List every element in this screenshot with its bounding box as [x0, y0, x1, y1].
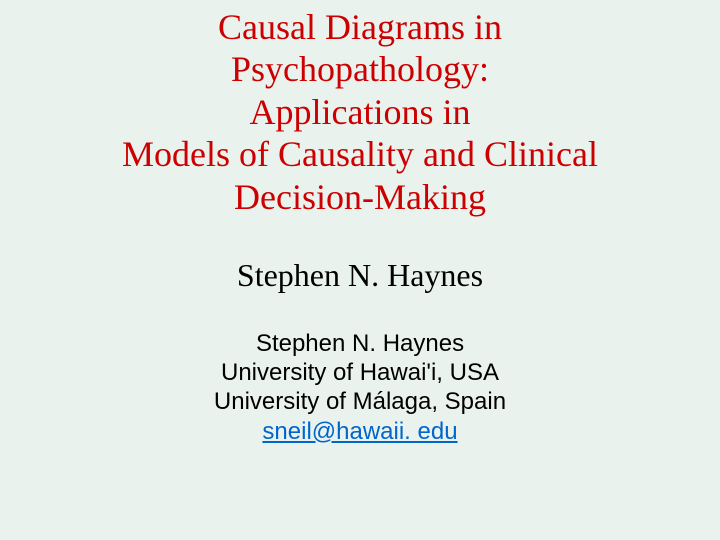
- title-line-2: Psychopathology:: [231, 49, 489, 89]
- slide-title: Causal Diagrams in Psychopathology: Appl…: [0, 6, 720, 218]
- author-name-large: Stephen N. Haynes: [0, 256, 720, 294]
- affiliation-name: Stephen N. Haynes: [256, 330, 464, 357]
- title-line-3: Applications in: [250, 92, 471, 132]
- affiliation-line-2: University of Málaga, Spain: [214, 388, 506, 415]
- affiliation-line-1: University of Hawai'i, USA: [221, 359, 499, 386]
- title-line-1: Causal Diagrams in: [218, 7, 502, 47]
- affiliation-block: Stephen N. Haynes University of Hawai'i,…: [0, 329, 720, 446]
- title-line-5: Decision-Making: [234, 177, 486, 217]
- title-slide: Causal Diagrams in Psychopathology: Appl…: [0, 0, 720, 540]
- author-email-link[interactable]: sneil@hawaii. edu: [262, 418, 457, 445]
- title-line-4: Models of Causality and Clinical: [122, 134, 598, 174]
